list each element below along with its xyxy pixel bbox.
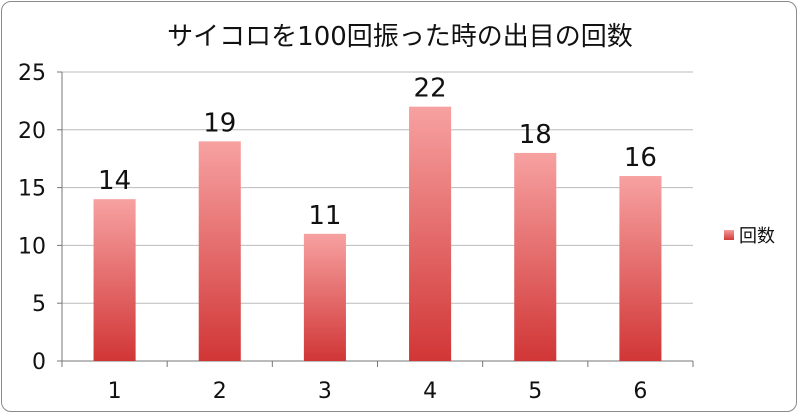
- x-tick-label: 1: [108, 379, 122, 404]
- legend-label: 回数: [739, 226, 775, 247]
- data-label: 11: [308, 201, 341, 231]
- data-label: 19: [203, 108, 236, 138]
- bar-4: [409, 106, 452, 362]
- bar-5: [514, 152, 557, 361]
- y-tick-label: 20: [18, 119, 46, 144]
- y-tick-label: 0: [32, 350, 46, 375]
- bar-6: [619, 176, 662, 361]
- x-tick-label: 6: [633, 379, 647, 404]
- labels: 0 5 10 15 20 25 14 1 19 2 11 3 22 4 18 5 16 6: [18, 61, 657, 404]
- bars: [93, 106, 662, 362]
- y-tick-label: 5: [32, 292, 46, 317]
- data-label: 16: [624, 143, 657, 173]
- bar-1: [93, 199, 136, 361]
- data-label: 22: [414, 74, 447, 104]
- data-label: 18: [519, 120, 552, 150]
- bar-3: [303, 233, 346, 361]
- x-tick-label: 2: [213, 379, 227, 404]
- legend: 回数: [724, 222, 775, 248]
- legend-swatch: [724, 230, 734, 240]
- x-tick-label: 3: [318, 379, 332, 404]
- x-tick-label: 5: [528, 379, 542, 404]
- x-tick-label: 4: [423, 379, 437, 404]
- y-tick-label: 10: [18, 234, 46, 259]
- data-label: 14: [98, 166, 131, 196]
- bar-2: [198, 141, 241, 361]
- grid-lines: [57, 71, 694, 367]
- y-tick-label: 25: [18, 61, 46, 86]
- chart-title: サイコロを100回振った時の出目の回数: [167, 22, 633, 52]
- y-tick-label: 15: [18, 177, 46, 202]
